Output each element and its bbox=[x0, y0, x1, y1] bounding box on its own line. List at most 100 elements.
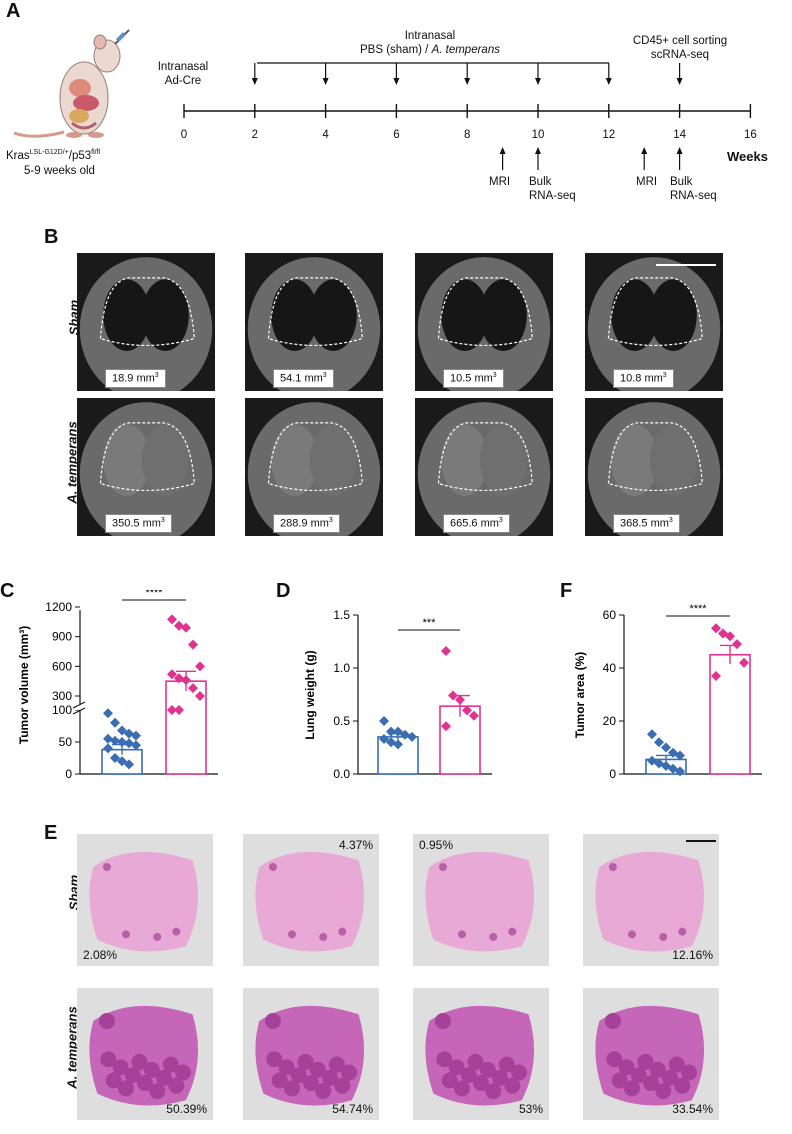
tissue-shape bbox=[425, 851, 535, 952]
tumor-nodule bbox=[434, 1013, 451, 1029]
timeline-tick-label: 10 bbox=[531, 129, 545, 141]
histology-percentage-sham-4: 12.16% bbox=[672, 948, 713, 962]
histology-percentage-at-4: 33.54% bbox=[672, 1102, 713, 1116]
timeline-tick-label: 14 bbox=[673, 129, 686, 141]
chart-data-point bbox=[110, 717, 120, 728]
tumor-nodule bbox=[149, 1082, 166, 1099]
mri-volume-unit-sup: 3 bbox=[328, 517, 333, 524]
tumor-nodule bbox=[511, 1064, 528, 1081]
tumor-nodule bbox=[659, 932, 668, 941]
tumor-nodule bbox=[627, 930, 636, 939]
sorting-line-2: scRNA-seq bbox=[650, 49, 710, 61]
axis-break-mark bbox=[72, 701, 86, 709]
mouse-genotype: KrasLSL-G12D/+/p53fl/fl bbox=[6, 146, 100, 163]
tumor-nodule bbox=[643, 1075, 659, 1092]
mri-image-at-1 bbox=[77, 398, 215, 536]
chart-data-point bbox=[117, 725, 127, 736]
chart-y-tick-label: 0 bbox=[65, 767, 72, 780]
chart-data-point bbox=[124, 738, 134, 749]
chart-data-point bbox=[647, 729, 657, 740]
chart-y-tick-label: 100 bbox=[52, 703, 72, 717]
mri-scan bbox=[587, 257, 721, 391]
mri-volume-value: 10.8 mm bbox=[620, 372, 663, 385]
histology-section bbox=[595, 851, 705, 952]
chart-data-point bbox=[181, 622, 191, 633]
chart-data-point bbox=[124, 728, 134, 739]
histology-image-sham-4: 12.16% bbox=[583, 834, 719, 966]
chart-data-point bbox=[103, 708, 113, 719]
tumor-nodule bbox=[473, 1075, 489, 1092]
chart-data-point bbox=[188, 639, 198, 650]
treatment-line-1: Intranasal bbox=[404, 30, 456, 42]
histology-image-at-4: 33.54% bbox=[583, 988, 719, 1120]
mri-scan bbox=[417, 402, 551, 536]
measure-arrowhead bbox=[535, 147, 541, 154]
tumor-nodule bbox=[649, 1061, 666, 1078]
tumor-nodule bbox=[467, 1053, 484, 1070]
chart-data-point bbox=[386, 726, 396, 737]
histology-section bbox=[425, 1005, 535, 1106]
mri-volume-value: 54.1 mm bbox=[280, 372, 323, 385]
tumor-nodule bbox=[319, 932, 328, 941]
timeline-tick-label: 16 bbox=[743, 129, 757, 141]
chart-data-point bbox=[407, 731, 417, 742]
bulk-2-line-1: Bulk bbox=[670, 176, 693, 188]
tumor-nodule bbox=[131, 1053, 148, 1070]
mri-scale-bar bbox=[656, 264, 716, 266]
tumor-nodule bbox=[623, 1080, 640, 1097]
tumor-nodule bbox=[124, 1067, 141, 1084]
chart-y-tick-label: 600 bbox=[52, 659, 72, 673]
mri-volume-at-3: 665.6 mm3 bbox=[443, 514, 510, 533]
mri-volume-sham-2: 54.1 mm3 bbox=[273, 369, 334, 388]
panel-label-f: F bbox=[560, 580, 573, 602]
mouse-illustration bbox=[13, 29, 130, 138]
mri-scan bbox=[79, 402, 213, 536]
tumor-nodule bbox=[303, 1075, 319, 1092]
axis-break-gap bbox=[74, 704, 86, 710]
histology-section bbox=[255, 851, 365, 952]
tumor-nodule bbox=[168, 1077, 185, 1094]
chart-data-point bbox=[654, 737, 664, 748]
tissue-shape bbox=[255, 851, 365, 952]
tumor-nodule bbox=[457, 930, 466, 939]
timeline-tick-label: 0 bbox=[180, 129, 188, 141]
mri-lung-left bbox=[271, 279, 319, 351]
tumor-nodule bbox=[105, 1072, 122, 1089]
chart-data-point bbox=[441, 646, 451, 657]
histology-image-sham-1: 2.08% bbox=[77, 834, 213, 966]
tumor-nodule bbox=[338, 927, 347, 936]
treatment-label: Intranasal PBS (sham) / A. temperans bbox=[330, 29, 530, 57]
tumor-nodule bbox=[668, 1056, 685, 1073]
tumor-nodule bbox=[137, 1075, 153, 1092]
tumor-nodule bbox=[309, 1061, 326, 1078]
tumor-nodule bbox=[297, 1053, 314, 1070]
panel-label-a: A bbox=[6, 0, 21, 22]
chart-data-point bbox=[103, 743, 113, 754]
adcre-label: Intranasal Ad-Cre bbox=[148, 60, 218, 88]
mri-lung-right bbox=[479, 424, 527, 496]
chart-y-tick-label: 50 bbox=[59, 735, 73, 749]
chart-y-tick-label: 0 bbox=[609, 767, 616, 780]
bulk-1-line-2: RNA-seq bbox=[529, 190, 576, 202]
sorting-label: CD45+ cell sorting scRNA-seq bbox=[610, 34, 750, 62]
mri-volume-unit-sup: 3 bbox=[492, 372, 497, 379]
timeline-tick-label: 12 bbox=[602, 129, 616, 141]
treatment-italic: A. temperans bbox=[431, 44, 500, 56]
tumor-nodule bbox=[438, 863, 447, 871]
mri-scan bbox=[79, 257, 213, 391]
chart-data-point bbox=[167, 669, 177, 680]
chart-y-tick-label: 300 bbox=[52, 689, 72, 703]
genotype-p53-sup: fl/fl bbox=[91, 149, 101, 156]
tumor-nodule bbox=[328, 1056, 345, 1073]
measure-arrowhead bbox=[676, 147, 683, 154]
chart-data-point bbox=[455, 694, 465, 705]
chart-y-tick-label: 1.0 bbox=[333, 661, 350, 675]
histology-percentage-at-3: 53% bbox=[518, 1102, 543, 1116]
tumor-nodule bbox=[678, 927, 687, 936]
chart-data-point bbox=[110, 735, 120, 746]
chart-y-tick-label: 0.5 bbox=[333, 714, 350, 728]
treatment-line-2: PBS (sham) / A. temperans bbox=[330, 43, 530, 57]
mri-volume-at-2: 288.9 mm3 bbox=[273, 514, 340, 533]
tumor-nodule bbox=[153, 932, 162, 941]
histology-image-at-3: 53% bbox=[413, 988, 549, 1120]
